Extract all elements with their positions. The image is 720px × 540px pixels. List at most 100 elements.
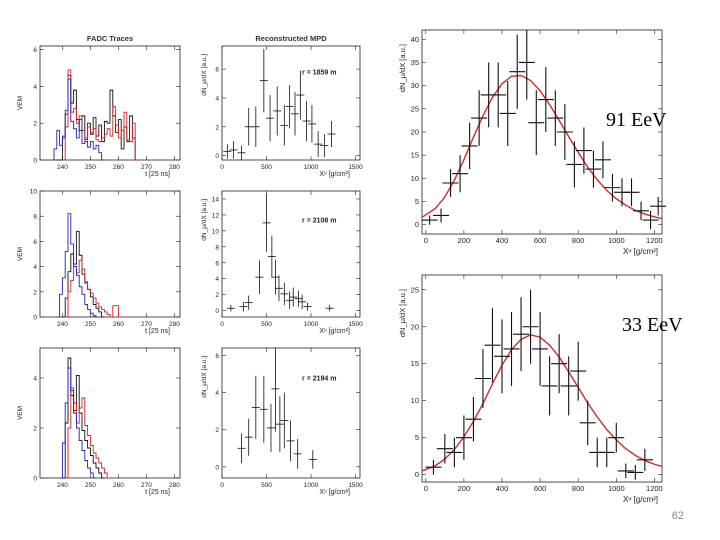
y-tick-label: 0: [415, 470, 419, 479]
trace-blue: [59, 367, 96, 479]
y-tick-label: 20: [411, 322, 419, 331]
data-point: [266, 95, 275, 142]
y-tick-label: 25: [411, 285, 419, 294]
panel-mpd-2: 0 500 1000 1500 0 2 4 6 8 10 12 14 Xᵘ [g/cm²] dN_μ/dX…: [201, 190, 363, 335]
plot-frame: [221, 347, 361, 479]
data-point: [461, 122, 478, 170]
y-axis-label: VEM: [17, 247, 24, 261]
data-point: [289, 287, 298, 307]
x-tick-label: 260: [113, 164, 124, 171]
data-point: [608, 422, 625, 453]
data-point: [280, 392, 289, 449]
panel-fadc-2: 240 250 260 270 280 0 2 4 6 8 10 t [25 ns] VEM: [17, 189, 181, 335]
data-point: [237, 145, 246, 160]
y-tick-label: 25: [411, 104, 419, 113]
y-tick-label: 40: [411, 35, 419, 44]
plot-frame: [39, 347, 181, 479]
y-tick-label: 20: [411, 128, 419, 137]
data-point: [594, 141, 611, 179]
x-tick-label: 270: [141, 482, 152, 489]
panel-mpd-91eev: 0 200 400 600 800 1000 1200 0 5 10 15 20 25 30 35 40 Xᵘ …: [398, 29, 667, 256]
data-point: [425, 459, 442, 475]
distance-annotation: r = 2194 m: [302, 376, 336, 383]
data-point: [570, 341, 587, 401]
data-point: [503, 311, 520, 386]
data-point: [266, 403, 275, 452]
data-point: [490, 62, 507, 128]
x-tick-label: 800: [572, 236, 585, 245]
y-tick-label: 30: [411, 81, 419, 90]
y-tick-label: 15: [411, 151, 419, 160]
panel-title: FADC Traces: [87, 34, 133, 43]
x-axis-label: Xᵘ [g/cm²]: [319, 171, 350, 178]
y-tick-label: 2: [215, 124, 219, 131]
x-tick-label: 400: [496, 484, 509, 493]
fit-curve: [421, 74, 663, 220]
data-point: [307, 105, 316, 143]
data-point: [636, 448, 653, 471]
data-point: [471, 90, 488, 146]
data-point: [255, 260, 264, 294]
data-point: [604, 173, 621, 202]
data-point: [433, 208, 450, 223]
y-tick-label: 0: [215, 464, 219, 471]
x-tick-label: 1200: [646, 484, 663, 493]
data-point: [623, 178, 640, 207]
y-tick-label: 0: [33, 315, 37, 322]
data-point: [274, 275, 283, 302]
y-tick-label: 8: [215, 244, 219, 251]
data-point: [302, 100, 311, 142]
x-tick-label: 400: [496, 236, 509, 245]
data-point: [633, 201, 650, 221]
data-point: [275, 396, 284, 452]
x-tick-label: 250: [85, 164, 96, 171]
data-point: [650, 196, 667, 216]
x-tick-label: 200: [458, 236, 471, 245]
x-tick-label: 500: [261, 321, 272, 328]
x-tick-label: 280: [169, 164, 180, 171]
x-tick-label: 1000: [304, 321, 319, 328]
data-point: [273, 86, 282, 136]
x-tick-label: 240: [57, 321, 68, 328]
data-point: [560, 356, 577, 416]
y-tick-label: 5: [415, 433, 419, 442]
energy-label-91eev: 91 EeV: [606, 109, 667, 131]
panel-mpd-1: 0 500 1000 1500 0 2 4 6 Xᵘ [g/cm²] dN_μ/dX [a.u.]…: [201, 34, 363, 178]
x-tick-label: 600: [534, 236, 547, 245]
data-point: [446, 437, 463, 468]
data-point: [298, 294, 307, 310]
y-tick-label: 0: [33, 476, 37, 483]
trace-blue: [56, 213, 99, 318]
data-point: [484, 308, 501, 383]
data-point: [280, 105, 289, 146]
data-point: [223, 144, 232, 159]
y-axis-label: VEM: [17, 96, 24, 110]
data-point: [518, 30, 535, 100]
y-tick-label: 10: [30, 189, 38, 196]
data-point: [327, 121, 336, 148]
x-tick-label: 0: [424, 484, 428, 493]
y-tick-label: 0: [415, 220, 419, 229]
x-tick-label: 500: [261, 482, 272, 489]
panel-title: Reconstructed MPD: [255, 34, 327, 43]
y-tick-label: 2: [215, 292, 219, 299]
x-tick-label: 260: [113, 482, 124, 489]
x-tick-label: 1000: [608, 236, 625, 245]
x-tick-label: 1500: [348, 164, 363, 171]
data-point: [280, 282, 289, 306]
data-point: [421, 215, 438, 225]
trace-black: [56, 74, 138, 161]
x-axis-label: t [25 ns]: [145, 328, 170, 335]
x-tick-label: 240: [57, 164, 68, 171]
data-point: [267, 235, 276, 278]
data-point: [285, 291, 294, 310]
panel-mpd-3: 0 500 1000 1500 0 2 4 6 Xᵘ [g/cm²] dN_μ/dX [a.u.]…: [201, 347, 363, 496]
trace-black: [62, 230, 105, 318]
data-point: [229, 141, 238, 159]
data-point: [452, 155, 469, 193]
data-point: [541, 356, 558, 416]
data-point: [271, 348, 280, 432]
y-tick-label: 10: [411, 396, 419, 405]
x-tick-label: 0: [424, 236, 428, 245]
data-point: [455, 415, 472, 460]
